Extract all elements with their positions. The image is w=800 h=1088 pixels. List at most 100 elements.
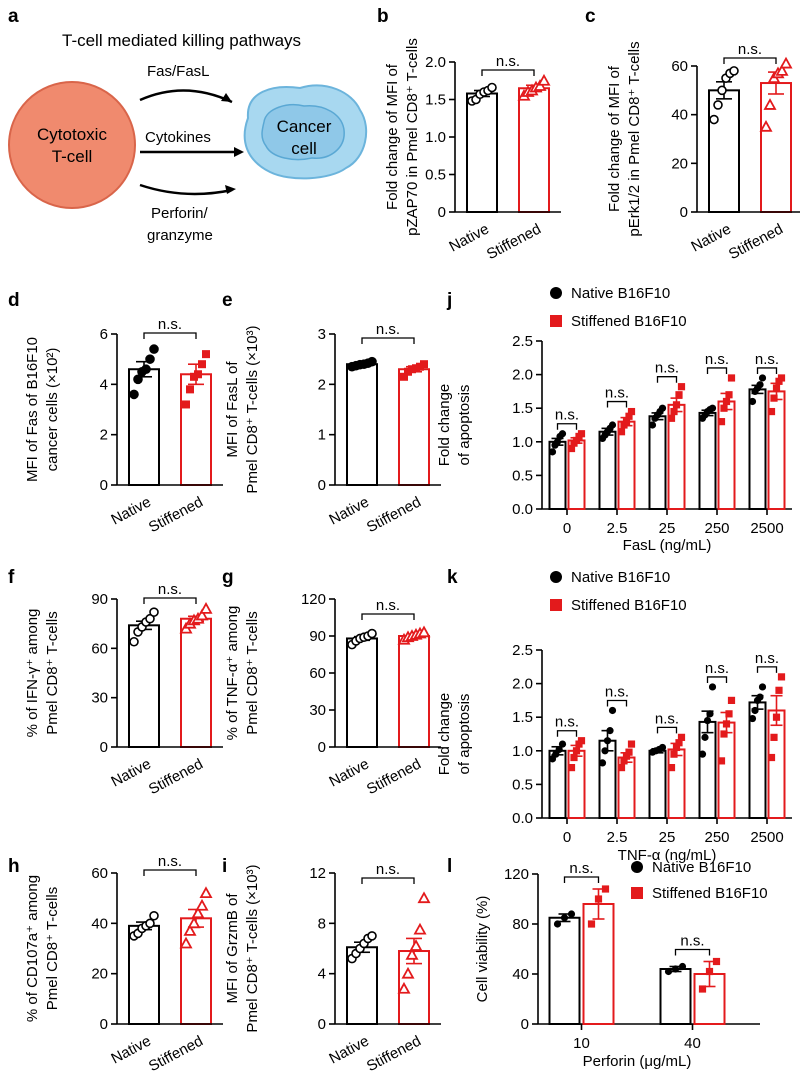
data-point bbox=[777, 673, 786, 681]
data-point bbox=[675, 391, 683, 399]
significance-bracket bbox=[674, 948, 711, 956]
x-category-label: Stiffened bbox=[364, 1033, 424, 1076]
panel-letter-i: i bbox=[222, 856, 227, 877]
data-point bbox=[698, 750, 707, 758]
data-point bbox=[658, 743, 667, 752]
x-tick-label: 2.5 bbox=[607, 520, 628, 537]
y-tick-label: 1.0 bbox=[512, 434, 533, 451]
y-axis-label: of apoptosis bbox=[456, 385, 473, 466]
panel-letter-d: d bbox=[8, 290, 20, 311]
significance-label: n.s. bbox=[605, 385, 629, 402]
schematic-panel: a T-cell mediated killing pathways Cytot… bbox=[8, 6, 368, 244]
data-point bbox=[560, 914, 569, 922]
y-tick-label: 90 bbox=[309, 628, 326, 645]
bar bbox=[717, 400, 736, 511]
data-point bbox=[587, 920, 596, 928]
tcell-label-line1: Cytotoxic bbox=[37, 125, 107, 144]
y-axis-label: cancer cells (×10²) bbox=[44, 348, 61, 472]
data-point bbox=[367, 931, 377, 941]
significance-label: n.s. bbox=[569, 860, 593, 877]
significance-bracket bbox=[606, 400, 628, 408]
data-point bbox=[400, 372, 408, 381]
bar bbox=[767, 709, 786, 819]
bar bbox=[548, 916, 581, 1025]
bar bbox=[128, 368, 160, 487]
y-tick-label: 20 bbox=[91, 966, 108, 983]
x-category-label: Stiffened bbox=[484, 221, 544, 264]
y-tick-label: 2.0 bbox=[512, 367, 533, 384]
legend-marker-stiffened bbox=[550, 315, 562, 327]
data-point bbox=[667, 764, 676, 772]
tcell-shape bbox=[8, 81, 136, 209]
data-point bbox=[577, 737, 586, 745]
panel-letter-a: a bbox=[8, 6, 19, 27]
significance-label: n.s. bbox=[376, 321, 400, 338]
data-point bbox=[720, 730, 728, 738]
chart-panel-f: f 0 30 60 90 % of IFN-γ⁺ among Pmel CD8⁺ T-cel… bbox=[8, 567, 223, 798]
y-tick-label: 1.5 bbox=[425, 92, 446, 109]
y-tick-label: 2.0 bbox=[425, 54, 446, 71]
y-axis-label: Pmel CD8⁺ T-cells (×10³) bbox=[244, 325, 261, 493]
panel-letter-j: j bbox=[446, 290, 452, 311]
data-point bbox=[678, 962, 687, 971]
data-point bbox=[577, 430, 586, 438]
y-tick-label: 0 bbox=[100, 477, 108, 494]
x-category-label: Stiffened bbox=[726, 221, 786, 264]
y-axis-label: MFI of GrzmB of bbox=[224, 893, 241, 1004]
x-category-label: Stiffened bbox=[146, 756, 206, 799]
data-point bbox=[141, 364, 151, 375]
data-point bbox=[567, 444, 576, 453]
chart-panel-c: c 0 20 40 60 Fold change of MFI of pErk1/2 in … bbox=[585, 6, 800, 263]
x-axis-label: FasL (ng/mL) bbox=[623, 537, 712, 554]
y-tick-label: 0 bbox=[521, 1016, 529, 1033]
data-point bbox=[775, 686, 783, 694]
y-tick-label: 2 bbox=[100, 427, 108, 444]
y-tick-label: 0 bbox=[318, 1016, 326, 1033]
data-point bbox=[397, 981, 411, 994]
legend-label-native: Native B16F10 bbox=[571, 569, 670, 586]
data-point bbox=[670, 750, 678, 758]
legend-label-stiffened: Stiffened B16F10 bbox=[571, 597, 687, 614]
tcell-label-line2: T-cell bbox=[52, 147, 93, 166]
legend-label-stiffened: Stiffened B16F10 bbox=[571, 313, 687, 330]
y-axis-label: Pmel CD8⁺ T-cells bbox=[44, 887, 61, 1011]
arrow-head-icon bbox=[225, 185, 236, 194]
data-point bbox=[767, 753, 776, 762]
y-axis-label: pZAP70 in Pmel CD8⁺ T-cells bbox=[404, 38, 421, 236]
y-axis-label: Pmel CD8⁺ T-cells bbox=[44, 611, 61, 735]
data-point bbox=[537, 73, 551, 86]
y-tick-label: 1 bbox=[318, 427, 326, 444]
data-point bbox=[617, 428, 626, 436]
data-point bbox=[129, 389, 139, 400]
bar bbox=[518, 87, 550, 213]
y-tick-label: 60 bbox=[309, 665, 326, 682]
x-tick-label: 250 bbox=[704, 520, 729, 537]
significance-label: n.s. bbox=[158, 316, 182, 333]
data-point bbox=[198, 360, 206, 369]
y-tick-label: 60 bbox=[671, 58, 688, 75]
y-tick-label: 2.0 bbox=[512, 676, 533, 693]
data-point bbox=[555, 745, 563, 754]
pathway-label-granzyme: granzyme bbox=[147, 227, 213, 244]
y-tick-label: 2 bbox=[318, 376, 326, 393]
significance-label: n.s. bbox=[376, 861, 400, 878]
significance-label: n.s. bbox=[738, 41, 762, 58]
pathway-label-fas: Fas/FasL bbox=[147, 63, 210, 80]
data-point bbox=[202, 350, 210, 359]
significance-label: n.s. bbox=[680, 933, 704, 950]
data-point bbox=[717, 757, 726, 765]
data-point bbox=[145, 354, 155, 364]
data-point bbox=[149, 607, 159, 617]
significance-label: n.s. bbox=[755, 650, 779, 667]
data-point bbox=[777, 374, 786, 382]
y-tick-label: 4 bbox=[100, 376, 108, 393]
bar bbox=[667, 748, 686, 819]
data-point bbox=[417, 891, 431, 904]
data-point bbox=[182, 400, 190, 409]
data-point bbox=[572, 747, 581, 755]
significance-label: n.s. bbox=[655, 710, 679, 727]
significance-label: n.s. bbox=[496, 53, 520, 70]
legend-label-stiffened: Stiffened B16F10 bbox=[652, 885, 768, 902]
y-axis-label: Pmel CD8⁺ T-cells (×10³) bbox=[244, 864, 261, 1032]
